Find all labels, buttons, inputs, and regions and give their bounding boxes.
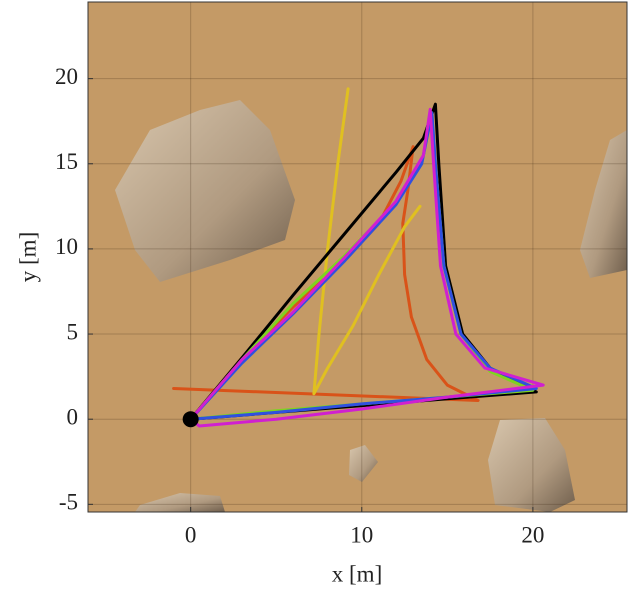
x-tick-label: 0 [185, 522, 197, 547]
y-tick-label: 0 [67, 404, 79, 429]
x-tick-label: 10 [350, 522, 373, 547]
y-tick-label: -5 [59, 490, 78, 515]
x-axis-label: x [m] [332, 561, 382, 586]
y-tick-label: 10 [55, 234, 78, 259]
y-tick-label: 20 [55, 64, 78, 89]
start-marker [183, 411, 199, 427]
y-tick-label: 5 [67, 319, 79, 344]
y-tick-label: 15 [55, 149, 78, 174]
y-axis-label: y [m] [15, 232, 40, 282]
x-tick-label: 20 [521, 522, 544, 547]
chart: x [m] y [m] 0 10 20 -5 0 5 10 15 20 [0, 0, 637, 595]
